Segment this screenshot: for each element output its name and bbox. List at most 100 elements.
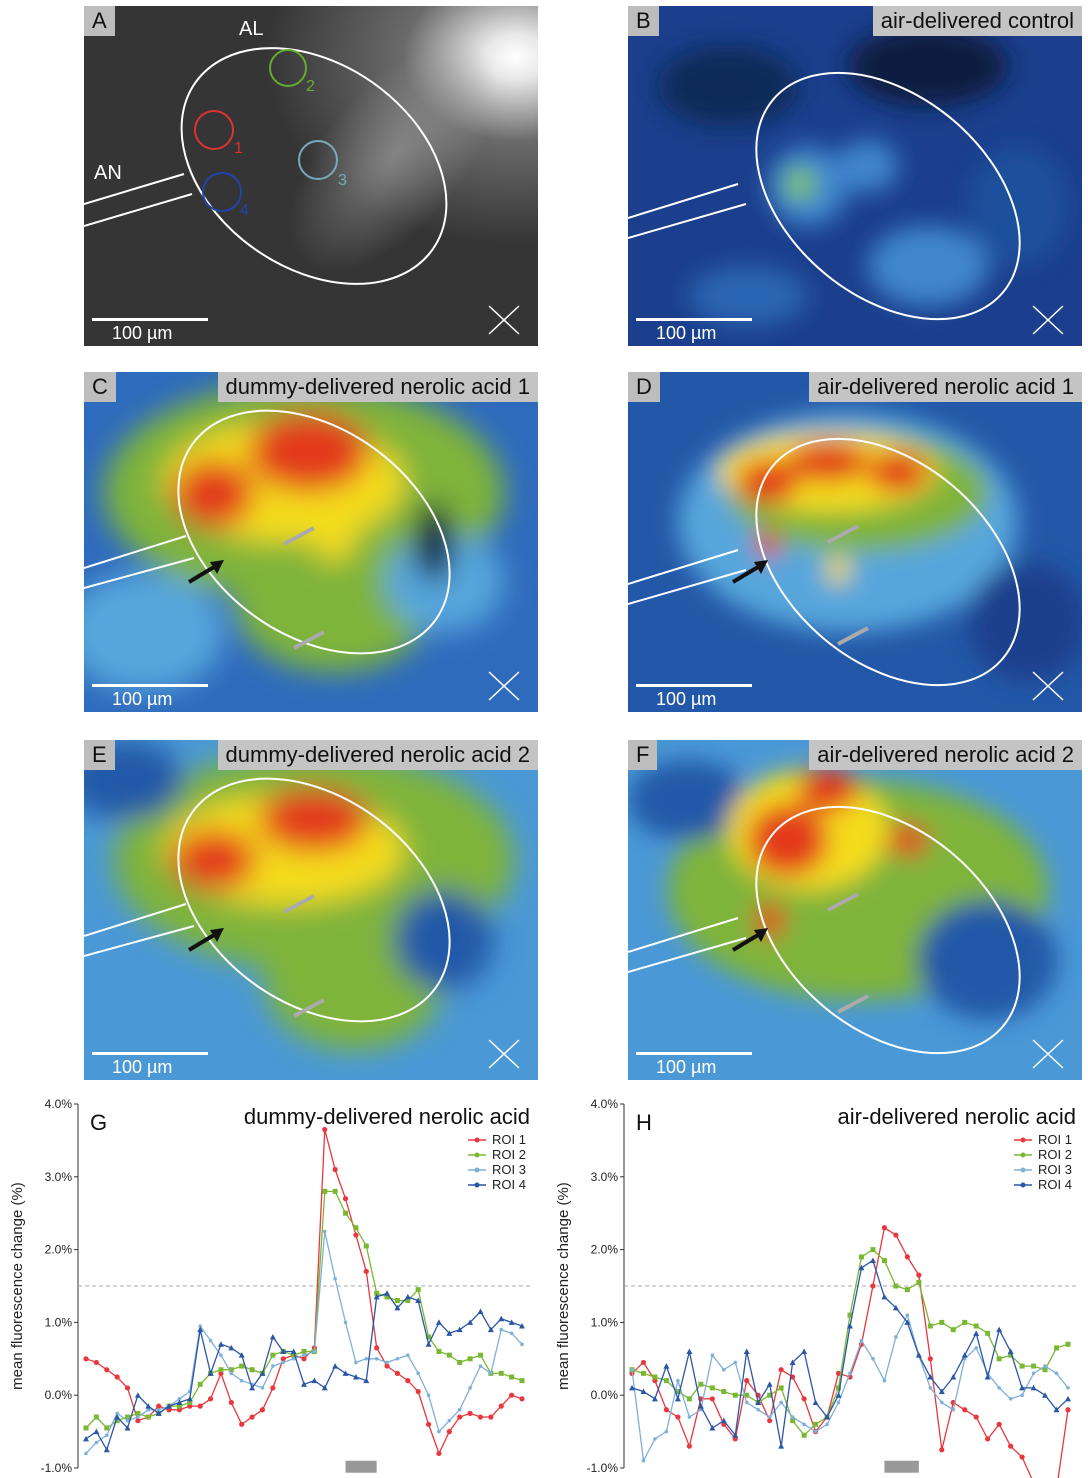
legend-label: ROI 2 <box>1038 1147 1072 1162</box>
data-point <box>467 1410 473 1416</box>
data-point <box>802 1422 806 1427</box>
data-point <box>103 1446 110 1453</box>
data-point <box>686 1348 693 1355</box>
scale-bar: 100 µm <box>636 1052 752 1078</box>
panel-d-heatmap <box>628 372 1082 712</box>
data-point <box>996 1421 1002 1427</box>
legend-marker <box>1020 1137 1026 1143</box>
data-point <box>641 1458 646 1463</box>
data-point <box>114 1418 120 1424</box>
data-point <box>1054 1371 1059 1376</box>
legend-marker <box>474 1167 480 1173</box>
al-label: AL <box>239 18 264 40</box>
data-point <box>1042 1392 1049 1398</box>
data-point <box>755 1399 762 1405</box>
data-point <box>124 1424 131 1431</box>
series-line-3 <box>85 1231 523 1454</box>
chart-g-svg: 4.0% 3.0% 2.0% 1.0% 0.0% -1.0% mean fluorescen… <box>9 1097 530 1475</box>
panel-a-letter: A <box>84 6 115 36</box>
data-point <box>928 1386 933 1390</box>
data-point <box>743 1348 750 1355</box>
data-point <box>374 1345 380 1351</box>
data-point <box>342 1196 349 1202</box>
data-point <box>373 1293 380 1300</box>
legend-marker <box>474 1152 480 1158</box>
data-point <box>239 1363 245 1369</box>
panel-f-heatmap <box>628 740 1082 1080</box>
data-point <box>322 1229 327 1234</box>
data-point <box>939 1447 945 1453</box>
series-line-2 <box>85 1190 523 1429</box>
data-point <box>848 1371 852 1376</box>
data-point <box>467 1319 474 1325</box>
panel-c-letter: C <box>84 372 116 402</box>
y-tick-label: 1.0% <box>591 1315 619 1329</box>
data-point <box>394 1298 400 1304</box>
panel-f-image: F air-delivered nerolic acid 2 100 µm <box>628 740 1082 1080</box>
data-point <box>732 1432 739 1438</box>
data-point <box>996 1356 1002 1362</box>
data-point <box>1007 1348 1014 1355</box>
data-point <box>881 1225 888 1231</box>
data-point <box>301 1349 307 1355</box>
data-point <box>663 1363 670 1369</box>
data-point <box>950 1327 956 1333</box>
orientation-cross <box>488 305 520 335</box>
data-point <box>1065 1395 1071 1402</box>
data-point <box>187 1399 193 1405</box>
data-point <box>1031 1371 1036 1376</box>
data-point <box>498 1315 505 1322</box>
data-point <box>663 1407 670 1413</box>
data-point <box>629 1384 635 1391</box>
data-point <box>311 1377 318 1384</box>
data-point <box>847 1312 853 1318</box>
legend-label: ROI 1 <box>1038 1132 1072 1147</box>
data-point <box>985 1330 991 1336</box>
data-point <box>394 1304 401 1311</box>
data-point <box>467 1356 473 1362</box>
data-point <box>280 1348 287 1355</box>
data-point <box>892 1304 899 1311</box>
data-point <box>916 1272 922 1278</box>
data-point <box>312 1349 317 1354</box>
data-point <box>155 1410 162 1416</box>
data-point <box>1065 1341 1071 1347</box>
data-point <box>384 1363 390 1369</box>
data-point <box>1019 1454 1025 1460</box>
y-tick-label: 3.0% <box>45 1170 73 1184</box>
data-point <box>406 1353 410 1357</box>
data-point <box>394 1370 401 1376</box>
data-point <box>997 1386 1001 1390</box>
data-point <box>1019 1384 1026 1391</box>
legend-marker <box>474 1137 480 1143</box>
data-point <box>974 1346 979 1350</box>
data-point <box>115 1411 119 1416</box>
data-point <box>709 1396 715 1402</box>
data-point <box>405 1378 411 1384</box>
data-point <box>488 1414 494 1420</box>
y-tick-label: 4.0% <box>591 1097 619 1111</box>
data-point <box>217 1341 224 1347</box>
data-point <box>291 1357 296 1361</box>
data-point <box>756 1407 761 1412</box>
data-point <box>1019 1363 1025 1369</box>
data-point <box>228 1399 234 1406</box>
data-point <box>415 1287 421 1293</box>
data-point <box>813 1429 818 1434</box>
roi3-label: 3 <box>338 172 347 189</box>
data-point <box>675 1414 681 1420</box>
data-point <box>270 1352 276 1358</box>
y-tick-label: -1.0% <box>587 1461 619 1475</box>
data-point <box>301 1356 307 1362</box>
data-point <box>332 1363 339 1369</box>
panel-f-title: air-delivered nerolic acid 2 <box>809 740 1082 770</box>
data-point <box>1008 1443 1014 1449</box>
y-axis-label: mean fluorescence change (%) <box>555 1182 572 1390</box>
data-point <box>686 1396 692 1402</box>
data-point <box>927 1374 934 1380</box>
data-point <box>208 1338 213 1343</box>
data-point <box>882 1378 887 1383</box>
data-point <box>651 1395 658 1402</box>
data-point <box>477 1308 484 1314</box>
data-point <box>962 1407 968 1413</box>
